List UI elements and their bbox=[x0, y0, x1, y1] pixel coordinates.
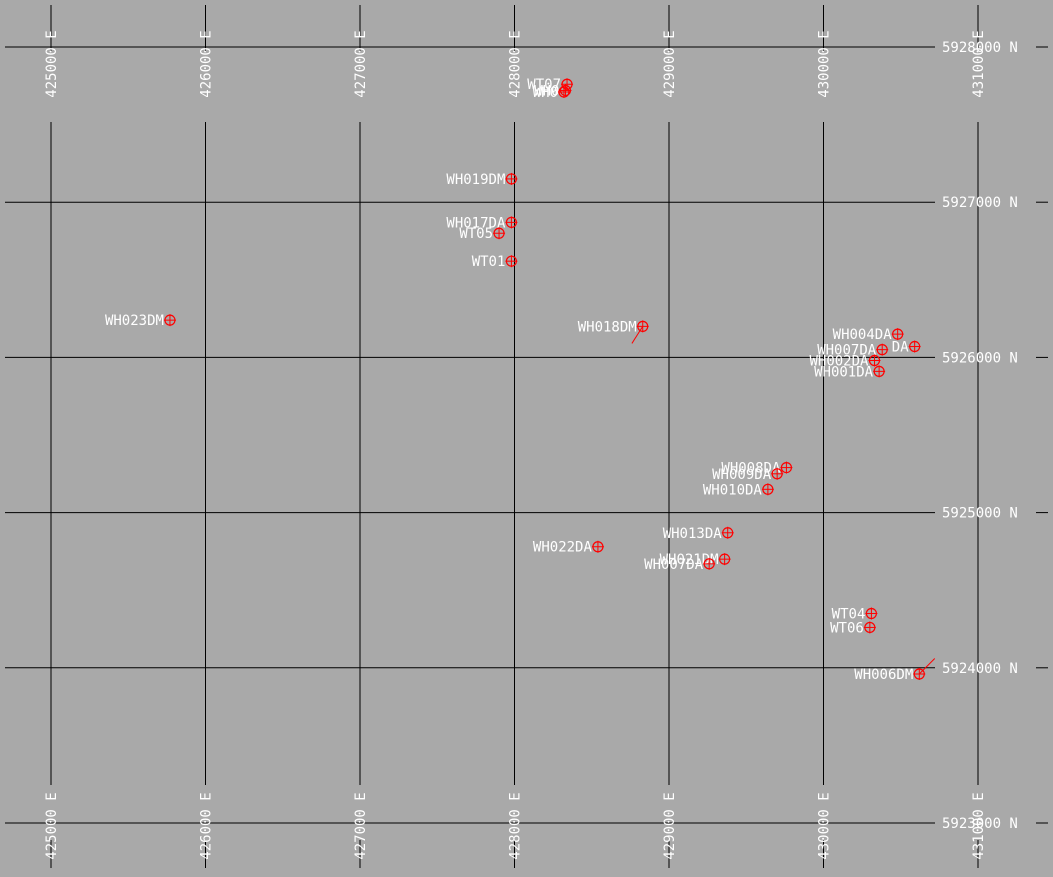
well-marker[interactable]: WH022DA bbox=[533, 540, 604, 556]
easting-label-bottom: 429000 E bbox=[662, 792, 678, 859]
well-label: WH022DA bbox=[533, 540, 593, 556]
well-marker[interactable]: WH0 bbox=[534, 83, 572, 99]
axis-labels: 425000 E 425000 E 426000 E 426000 E 427000 E… bbox=[44, 30, 1018, 859]
easting-label-bottom: 425000 E bbox=[44, 792, 60, 859]
well-marker[interactable]: WH007DA bbox=[644, 557, 716, 573]
easting-label-bottom: 430000 E bbox=[817, 792, 833, 859]
easting-label-bottom: 426000 E bbox=[199, 792, 215, 859]
well-label: WT06 bbox=[830, 620, 864, 636]
grid-lines bbox=[5, 5, 1048, 868]
easting-label-top: 430000 E bbox=[817, 30, 833, 97]
easting-label-bottom: 427000 E bbox=[353, 792, 369, 859]
well-label: WT05 bbox=[459, 226, 493, 242]
easting-label-top: 427000 E bbox=[353, 30, 369, 97]
well-marker[interactable]: WT07 bbox=[527, 77, 574, 93]
well-marker[interactable]: WH010DA bbox=[703, 482, 774, 498]
well-label: WT01 bbox=[472, 254, 506, 270]
easting-label-top: 429000 E bbox=[662, 30, 678, 97]
well-marker[interactable]: WT04 bbox=[832, 606, 878, 622]
well-marker[interactable]: WT06 bbox=[830, 620, 876, 636]
easting-label-top: 425000 E bbox=[44, 30, 60, 97]
well-marker[interactable]: WH009DA bbox=[712, 467, 784, 483]
well-marker[interactable]: WT01 bbox=[472, 254, 518, 270]
well-marker[interactable]: WH0 bbox=[533, 85, 570, 101]
well-label: WH004DA bbox=[833, 327, 893, 343]
well-label: WT07 bbox=[527, 77, 561, 93]
easting-label-top: 426000 E bbox=[199, 30, 215, 97]
well-marker[interactable]: WH023DM bbox=[105, 313, 176, 329]
well-marker[interactable]: WH008DA bbox=[721, 461, 793, 477]
well-label: WH0 bbox=[533, 85, 558, 101]
well-marker[interactable]: WH001DA bbox=[814, 364, 886, 380]
well-label: DA bbox=[892, 340, 909, 356]
well-marker[interactable]: DA bbox=[892, 340, 921, 356]
well-label: WH0 bbox=[534, 83, 559, 99]
easting-label-top: 428000 E bbox=[508, 30, 524, 97]
well-label: WH006DM bbox=[854, 667, 913, 683]
well-trace bbox=[631, 326, 644, 344]
well-label: WH010DA bbox=[703, 482, 763, 498]
well-marker[interactable]: WH013DA bbox=[663, 526, 734, 542]
well-marker[interactable]: WH017DA bbox=[446, 215, 518, 231]
well-label: WH007DA bbox=[817, 343, 877, 359]
well-label: WH019DM bbox=[446, 172, 505, 188]
well-label: WH001DA bbox=[814, 364, 874, 380]
northing-label: 5926000 N bbox=[942, 350, 1018, 366]
northing-label: 5924000 N bbox=[942, 661, 1018, 677]
well-marker[interactable]: WH004DA bbox=[833, 327, 904, 343]
well-marker[interactable]: WT05 bbox=[459, 226, 506, 242]
well-marker[interactable]: WH019DM bbox=[446, 172, 518, 188]
well-label: WH023DM bbox=[105, 313, 164, 329]
northing-label: 5923000 N bbox=[942, 816, 1018, 832]
easting-label-bottom: 428000 E bbox=[508, 792, 524, 859]
northing-label: 5925000 N bbox=[942, 506, 1018, 522]
northing-label: 5927000 N bbox=[942, 195, 1018, 211]
well-marker[interactable]: WH002DA bbox=[809, 354, 881, 370]
well-label: WH009DA bbox=[712, 467, 772, 483]
well-label: WH013DA bbox=[663, 526, 723, 542]
easting-label-top: 431000 E bbox=[971, 30, 987, 97]
well-label: WH007DA bbox=[644, 557, 704, 573]
well-label: WH018DM bbox=[578, 319, 637, 335]
well-marker[interactable]: WH007DA bbox=[817, 343, 889, 359]
well-label: WH008DA bbox=[721, 461, 781, 477]
well-trace bbox=[918, 658, 936, 675]
well-label: WH017DA bbox=[446, 215, 506, 231]
northing-label: 5928000 N bbox=[942, 40, 1018, 56]
well-label: WT04 bbox=[832, 606, 866, 622]
well-label: WH002DA bbox=[809, 354, 869, 370]
easting-label-bottom: 431000 E bbox=[971, 792, 987, 859]
